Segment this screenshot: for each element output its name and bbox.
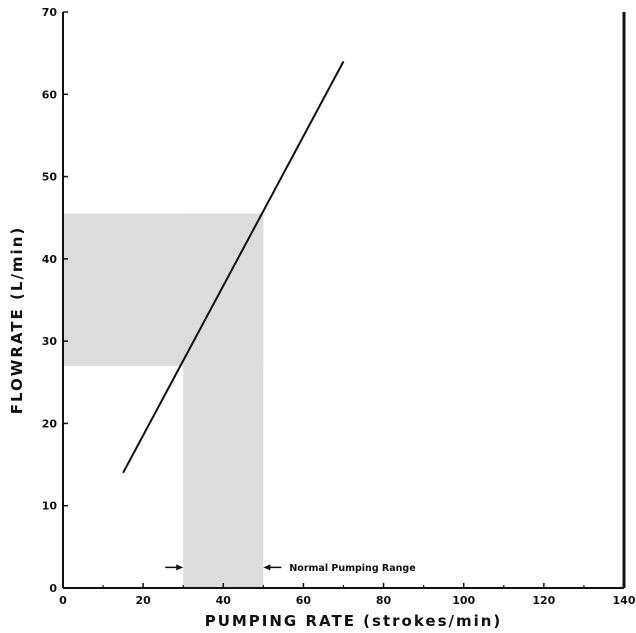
y-tick-label-60: 60: [42, 88, 58, 101]
y-axis-title: FLOWRATE (L/min): [8, 226, 26, 414]
x-axis-title: PUMPING RATE (strokes/min): [205, 612, 503, 630]
x-tick-label-120: 120: [532, 594, 555, 607]
x-tick-label-40: 40: [216, 594, 232, 607]
annotation-label: Normal Pumping Range: [289, 563, 415, 574]
x-tick-label-60: 60: [296, 594, 312, 607]
y-tick-label-20: 20: [42, 417, 58, 430]
y-tick-label-70: 70: [42, 6, 58, 19]
shaded-region-1: [183, 213, 264, 588]
y-tick-label-40: 40: [42, 253, 58, 266]
x-tick-label-100: 100: [452, 594, 475, 607]
y-ticks: 0 10 20 30 40 50 60 70: [42, 6, 68, 595]
x-tick-label-140: 140: [613, 594, 636, 607]
series-line-0: [122, 60, 345, 474]
series-lines: [122, 60, 345, 474]
x-tick-label-0: 0: [59, 594, 67, 607]
y-tick-label-10: 10: [42, 500, 58, 513]
y-tick-label-0: 0: [49, 582, 57, 595]
annotation-arrowhead-right: [263, 564, 271, 571]
x-tick-label-20: 20: [135, 594, 151, 607]
annotation-arrowhead-left: [176, 564, 184, 571]
x-ticks: 0 20 40 60 80 100 120 140: [59, 583, 636, 607]
y-tick-label-50: 50: [42, 171, 58, 184]
x-tick-label-80: 80: [376, 594, 392, 607]
shaded-regions: [63, 213, 264, 588]
y-tick-label-30: 30: [42, 335, 58, 348]
annotation-group: Normal Pumping Range: [165, 563, 416, 574]
